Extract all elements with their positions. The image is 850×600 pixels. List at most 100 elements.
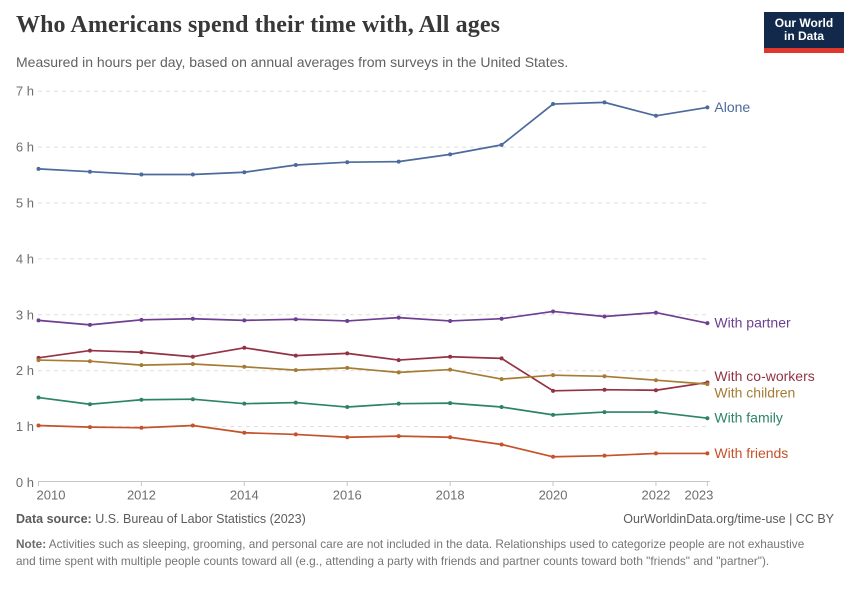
series-line-alone — [37, 101, 709, 176]
series-point-with-co-workers — [653, 388, 658, 393]
owid-logo-line1: Our World — [774, 16, 834, 30]
chart-note-label: Note: — [16, 537, 47, 551]
series-point-with-co-workers — [345, 351, 350, 356]
owid-license-link[interactable]: OurWorldinData.org/time-use | CC BY — [623, 512, 834, 526]
series-point-with-co-workers — [242, 345, 247, 350]
x-axis-tick-label: 2022 — [641, 488, 670, 503]
series-point-alone — [190, 172, 195, 177]
series-point-with-partner — [499, 316, 504, 321]
series-point-with-friends — [87, 425, 92, 430]
data-source-text: U.S. Bureau of Labor Statistics (2023) — [91, 512, 306, 526]
series-point-with-family — [653, 410, 658, 415]
chart-note: Note: Activities such as sleeping, groom… — [16, 536, 824, 570]
series-point-alone — [448, 152, 453, 157]
series-point-with-partner — [551, 309, 556, 314]
series-point-with-children — [190, 361, 195, 366]
series-point-with-partner — [345, 318, 350, 323]
data-source-label: Data source: — [16, 512, 92, 526]
x-axis-tick-label: 2012 — [127, 488, 156, 503]
chart-note-text: Activities such as sleeping, grooming, a… — [16, 537, 805, 568]
x-axis-tick-label: 2010 — [37, 488, 66, 503]
series-point-alone — [139, 172, 144, 177]
series-point-with-partner — [653, 310, 658, 315]
series-label-with-friends[interactable]: With friends — [714, 445, 788, 461]
y-axis-tick-label: 5 h — [16, 196, 34, 211]
series-point-with-children — [345, 365, 350, 370]
series-point-with-friends — [293, 432, 298, 437]
series-point-with-co-workers — [87, 348, 92, 353]
series-label-with-partner[interactable]: With partner — [714, 315, 791, 331]
series-point-with-children — [87, 359, 92, 364]
series-point-alone — [653, 113, 658, 118]
y-axis-tick-label: 3 h — [16, 307, 34, 322]
y-axis-tick-label: 7 h — [16, 84, 34, 99]
series-point-with-partner — [448, 318, 453, 323]
series-point-alone — [499, 142, 504, 147]
series-point-with-friends — [551, 454, 556, 459]
series-point-with-family — [345, 405, 350, 410]
series-point-with-friends — [190, 423, 195, 428]
series-line-with-partner — [37, 310, 709, 326]
series-point-with-children — [551, 373, 556, 378]
series-point-with-co-workers — [499, 356, 504, 361]
series-point-with-children — [499, 377, 504, 382]
x-axis-tick-label: 2016 — [333, 488, 362, 503]
series-point-with-family — [396, 401, 401, 406]
y-axis-tick-label: 2 h — [16, 363, 34, 378]
series-point-with-partner — [293, 317, 298, 322]
series-point-with-co-workers — [602, 387, 607, 392]
series-point-with-friends — [139, 425, 144, 430]
series-point-with-family — [242, 401, 247, 406]
series-point-with-partner — [705, 321, 710, 326]
series-point-with-family — [499, 405, 504, 410]
series-point-with-family — [293, 400, 298, 405]
series-point-alone — [293, 162, 298, 167]
series-point-with-children — [448, 367, 453, 372]
series-line-with-family — [37, 396, 709, 420]
series-point-with-friends — [602, 453, 607, 458]
series-label-alone[interactable]: Alone — [714, 99, 750, 115]
series-point-with-children — [705, 382, 710, 387]
series-point-with-co-workers — [551, 388, 556, 393]
series-point-alone — [242, 170, 247, 175]
series-label-with-family[interactable]: With family — [714, 410, 782, 426]
series-point-with-children — [653, 378, 658, 383]
owid-logo[interactable]: Our World in Data — [764, 12, 844, 53]
series-point-with-co-workers — [293, 353, 298, 358]
x-axis-tick-label: 2023 — [684, 488, 713, 503]
series-point-with-family — [139, 397, 144, 402]
series-line-with-children — [37, 359, 709, 385]
series-point-alone — [551, 102, 556, 107]
y-axis-tick-label: 4 h — [16, 251, 34, 266]
series-line-with-co-workers — [37, 346, 709, 392]
series-label-with-children[interactable]: With children — [714, 385, 795, 401]
series-point-with-co-workers — [139, 350, 144, 355]
y-axis-tick-label: 0 h — [16, 475, 34, 490]
series-point-with-friends — [653, 451, 658, 456]
series-point-with-family — [448, 401, 453, 406]
series-point-with-co-workers — [448, 354, 453, 359]
series-point-alone — [602, 100, 607, 105]
y-axis-tick-label: 6 h — [16, 140, 34, 155]
chart-subtitle: Measured in hours per day, based on annu… — [16, 54, 569, 70]
owid-logo-line2: in Data — [783, 29, 824, 43]
series-point-with-partner — [190, 316, 195, 321]
series-point-with-family — [190, 397, 195, 402]
series-point-with-children — [293, 368, 298, 373]
series-point-with-partner — [87, 322, 92, 327]
series-point-with-family — [87, 402, 92, 407]
series-point-with-co-workers — [190, 354, 195, 359]
series-point-with-friends — [242, 430, 247, 435]
series-point-with-family — [551, 412, 556, 417]
series-line-with-friends — [37, 424, 709, 458]
series-point-with-family — [705, 416, 710, 421]
series-point-with-friends — [396, 434, 401, 439]
series-point-with-partner — [396, 315, 401, 320]
x-axis-tick-label: 2014 — [230, 488, 259, 503]
page-title: Who Americans spend their time with, All… — [16, 12, 501, 38]
series-point-with-children — [602, 374, 607, 379]
series-label-with-co-workers[interactable]: With co-workers — [714, 368, 814, 384]
series-point-with-partner — [139, 317, 144, 322]
series-point-with-partner — [242, 318, 247, 323]
